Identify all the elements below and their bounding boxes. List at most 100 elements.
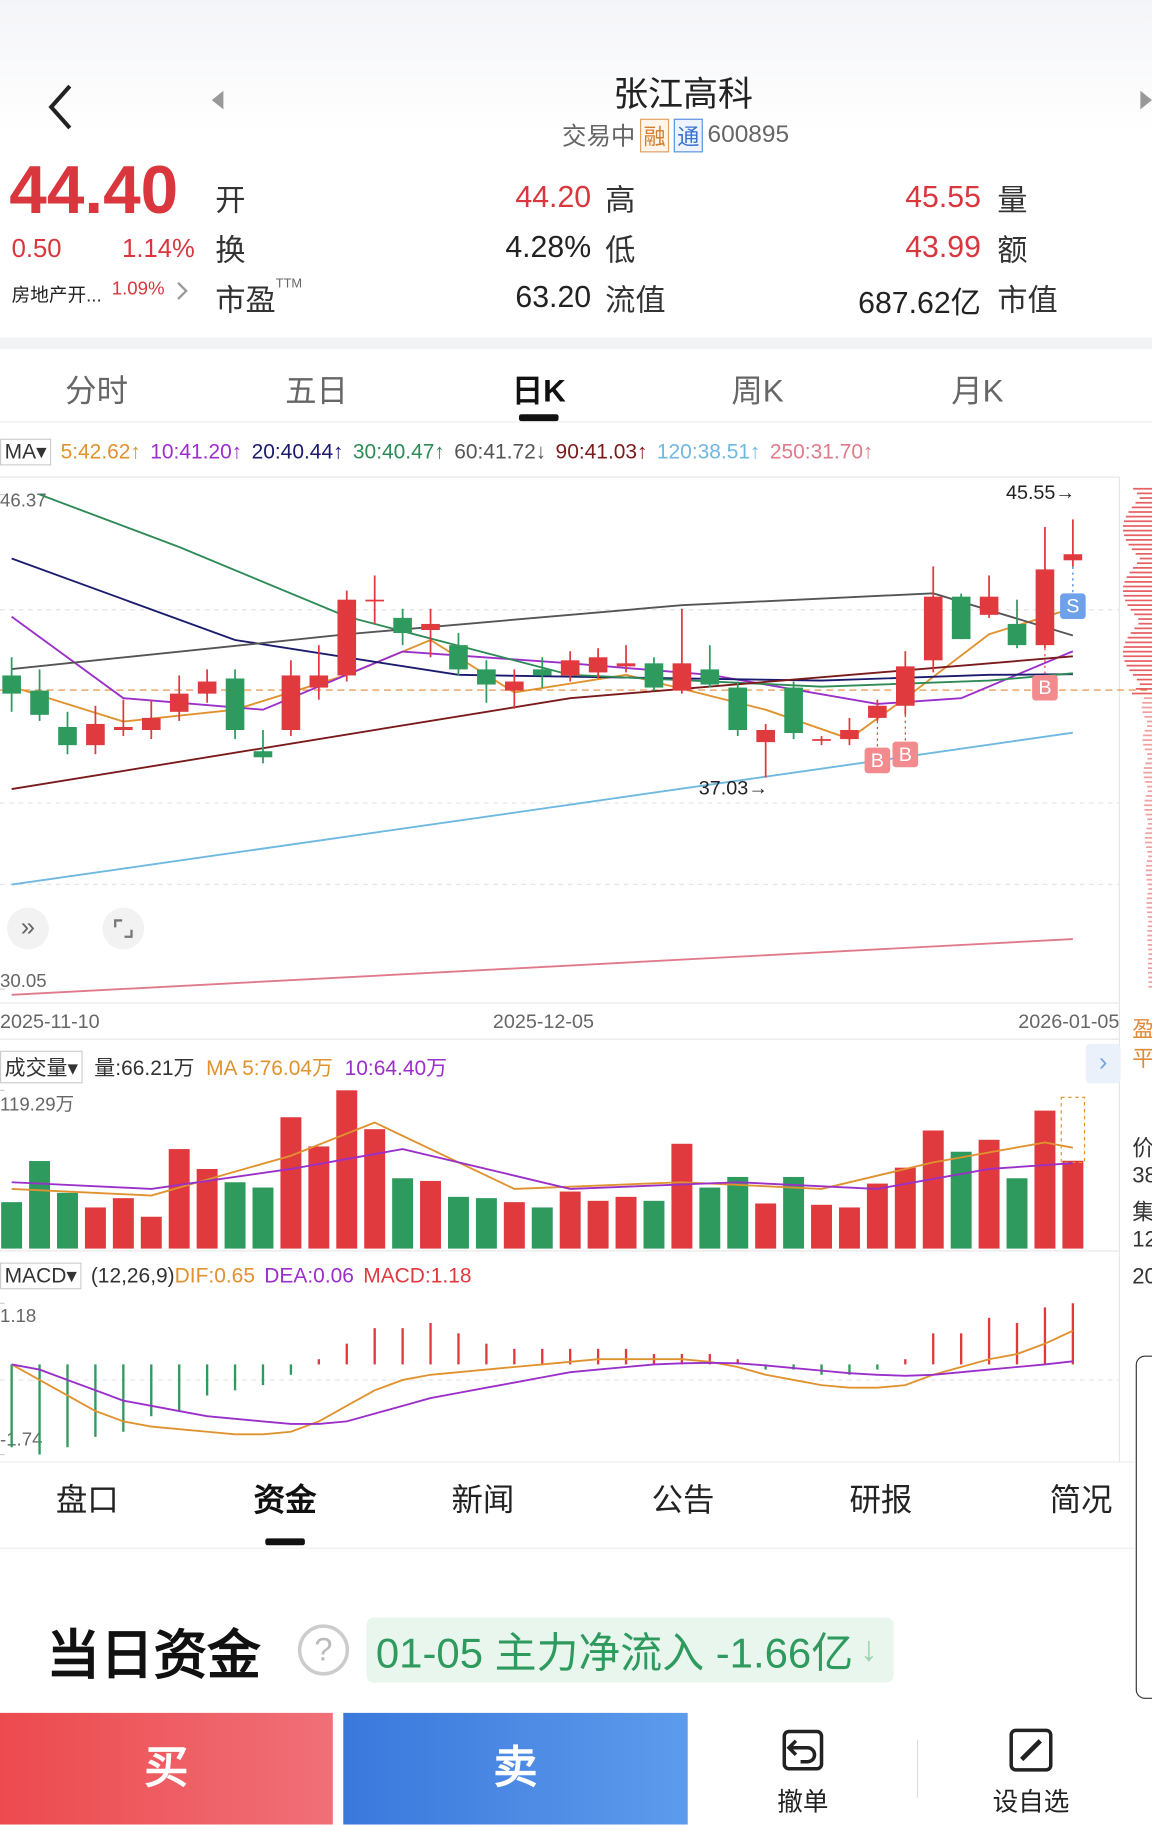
tab[interactable]: 公告 bbox=[651, 1482, 715, 1518]
ma-line bbox=[11, 938, 1073, 996]
x-tick-label: 2025-12-05 bbox=[493, 1011, 594, 1033]
y-tick-label: 119.29万 bbox=[0, 1093, 74, 1114]
fullscreen-button[interactable] bbox=[102, 907, 145, 950]
candle-body bbox=[30, 690, 49, 715]
candle-body bbox=[1007, 623, 1027, 646]
tab[interactable]: 新闻 bbox=[451, 1482, 515, 1518]
ma-button[interactable]: MA▾ bbox=[0, 438, 52, 465]
trade-badge bbox=[864, 747, 891, 774]
candle-body bbox=[616, 663, 636, 667]
trade-label: B bbox=[1038, 677, 1051, 699]
cancel-button[interactable]: 撤单 bbox=[745, 1725, 861, 1819]
volume-bar bbox=[838, 1207, 860, 1249]
candle-body bbox=[923, 596, 943, 661]
candle-body bbox=[365, 599, 384, 602]
trade-label: B bbox=[899, 744, 912, 766]
candle-body bbox=[253, 751, 273, 758]
ma-legend-item: 90:41.03↑ bbox=[555, 439, 648, 463]
tab[interactable]: 日K bbox=[511, 373, 566, 409]
tab[interactable]: 盘口 bbox=[55, 1482, 119, 1518]
volume-bar bbox=[783, 1176, 805, 1249]
stat-value: 63.20 bbox=[515, 279, 592, 315]
volume-bar bbox=[420, 1180, 442, 1249]
stat-value: 687.62亿 bbox=[858, 285, 981, 320]
funds-title: 当日资金 bbox=[46, 1624, 261, 1685]
macd-line bbox=[11, 1329, 1074, 1436]
volume-bar bbox=[643, 1200, 665, 1249]
tab[interactable]: 分时 bbox=[65, 373, 128, 409]
help-icon[interactable]: ? bbox=[297, 1624, 350, 1676]
volume-bar bbox=[727, 1176, 749, 1249]
candle-body bbox=[477, 669, 496, 685]
tab[interactable]: 月K bbox=[951, 373, 1004, 409]
candle-body bbox=[840, 729, 859, 740]
watch-label: 设自选 bbox=[992, 1787, 1070, 1817]
right-panel-text: 平 bbox=[1132, 1041, 1152, 1072]
volume-bar bbox=[922, 1130, 944, 1249]
back-button[interactable] bbox=[35, 81, 82, 132]
volume-bar bbox=[559, 1191, 581, 1249]
candle-body bbox=[700, 669, 720, 685]
macd-line bbox=[11, 1360, 1073, 1425]
divider bbox=[0, 421, 1152, 423]
volume-expand[interactable]: › bbox=[1085, 1043, 1121, 1084]
divider bbox=[0, 337, 1152, 350]
volume-button[interactable]: 成交量▾ bbox=[0, 1050, 83, 1084]
ma-legend-item: 5:42.62↑ bbox=[60, 439, 141, 463]
y-tick-label: 46.37 bbox=[0, 489, 47, 510]
tab[interactable]: 周K bbox=[731, 373, 784, 409]
trade-label: B bbox=[871, 750, 884, 772]
prev-stock[interactable] bbox=[209, 88, 225, 111]
collapse-button[interactable]: » bbox=[6, 907, 49, 950]
next-stock[interactable] bbox=[1138, 88, 1152, 111]
cancel-label: 撤单 bbox=[777, 1787, 829, 1817]
volume-bar bbox=[140, 1216, 162, 1249]
side-box bbox=[1135, 1355, 1152, 1699]
candle-body bbox=[1063, 554, 1083, 561]
volume-bar bbox=[252, 1187, 274, 1249]
header-bg bbox=[0, 0, 1152, 338]
volume-bar bbox=[57, 1192, 78, 1249]
volume-legend: 成交量▾ 量:66.21万 MA 5:76.04万 10:64.40万 bbox=[0, 1050, 448, 1084]
divider bbox=[0, 1547, 1135, 1549]
sector[interactable]: 房地产开... bbox=[11, 286, 102, 307]
sector-arrow[interactable] bbox=[175, 279, 191, 302]
volume-bar bbox=[1034, 1110, 1056, 1249]
tab[interactable]: 简况 bbox=[1049, 1482, 1113, 1518]
candle-body bbox=[868, 705, 887, 718]
candle-body bbox=[951, 596, 971, 640]
candle-body bbox=[895, 666, 915, 706]
tab[interactable]: 研报 bbox=[849, 1482, 913, 1518]
candle-body bbox=[169, 693, 189, 712]
tab[interactable]: 资金 bbox=[253, 1482, 317, 1518]
tab-underline bbox=[518, 414, 559, 422]
candle-body bbox=[728, 687, 748, 730]
ma-legend-item: 60:41.72↓ bbox=[454, 439, 547, 463]
tab[interactable]: 五日 bbox=[285, 373, 348, 409]
buy-button[interactable]: 买 bbox=[0, 1712, 333, 1825]
change-pct: 1.14% bbox=[122, 233, 195, 263]
candle-body bbox=[225, 678, 245, 730]
ma-line bbox=[39, 493, 1073, 688]
candle-body bbox=[644, 663, 664, 688]
candle-body bbox=[588, 657, 608, 673]
volume-bar bbox=[168, 1149, 190, 1249]
volume-bar bbox=[531, 1207, 553, 1249]
candle-body bbox=[421, 623, 440, 630]
watch-button[interactable]: 设自选 bbox=[973, 1725, 1089, 1819]
volume-ma-line bbox=[11, 1121, 1074, 1197]
stat-label: 额 bbox=[997, 232, 1028, 268]
trade-badge bbox=[1060, 593, 1086, 620]
volume-ma-legend: 10:64.40万 bbox=[344, 1056, 448, 1080]
stat-label: 流值 bbox=[605, 282, 666, 318]
volume-bar bbox=[671, 1143, 693, 1249]
candle-body bbox=[532, 669, 552, 676]
ma-button-text: MA bbox=[4, 439, 37, 463]
sell-button[interactable]: 卖 bbox=[343, 1712, 688, 1825]
stat-label: 市盈TTM bbox=[215, 276, 303, 318]
macd-button[interactable]: MACD▾ bbox=[0, 1262, 82, 1290]
ma-legend-item: 30:40.47↑ bbox=[352, 439, 445, 463]
candle-body bbox=[784, 687, 803, 734]
funds-arrow: ↓ bbox=[860, 1630, 878, 1669]
stat-value: 44.20 bbox=[515, 179, 592, 215]
